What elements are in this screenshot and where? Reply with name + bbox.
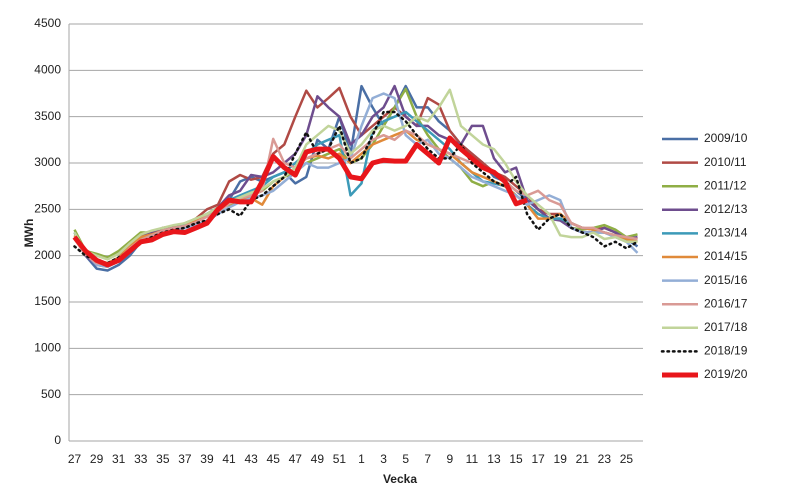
x-tick-label: 41 bbox=[222, 452, 236, 466]
series-line bbox=[72, 135, 528, 268]
y-tick-label: 500 bbox=[41, 387, 61, 401]
y-tick-label: 3000 bbox=[34, 155, 61, 169]
series-line bbox=[73, 110, 638, 267]
legend-label: 2009/10 bbox=[704, 131, 748, 145]
x-tick-label: 51 bbox=[333, 452, 347, 466]
x-tick-label: 13 bbox=[487, 452, 501, 466]
series-line bbox=[73, 129, 638, 267]
x-tick-label: 27 bbox=[68, 452, 82, 466]
legend-label: 2013/14 bbox=[704, 226, 748, 240]
x-tick-label: 45 bbox=[267, 452, 281, 466]
x-tick-label: 19 bbox=[554, 452, 568, 466]
legend-label: 2011/12 bbox=[704, 178, 747, 192]
legend-label: 2014/15 bbox=[704, 249, 748, 263]
legend-label: 2010/11 bbox=[704, 155, 747, 169]
y-tick-label: 3500 bbox=[34, 109, 61, 123]
x-tick-label: 33 bbox=[134, 452, 148, 466]
x-tick-label: 11 bbox=[466, 452, 479, 466]
x-tick-label: 43 bbox=[244, 452, 258, 466]
legend-label: 2019/20 bbox=[704, 367, 748, 381]
legend-label: 2017/18 bbox=[704, 320, 748, 334]
y-axis-title: MWh bbox=[22, 219, 36, 248]
x-tick-label: 25 bbox=[620, 452, 634, 466]
legend-label: 2015/16 bbox=[704, 273, 748, 287]
x-tick-label: 49 bbox=[311, 452, 325, 466]
x-tick-label: 9 bbox=[446, 452, 453, 466]
x-tick-label: 3 bbox=[380, 452, 387, 466]
legend-label: 2018/19 bbox=[704, 344, 748, 358]
x-tick-label: 47 bbox=[289, 452, 303, 466]
y-tick-label: 4000 bbox=[34, 63, 61, 77]
x-tick-label: 5 bbox=[402, 452, 409, 466]
x-axis-title: Vecka bbox=[383, 472, 417, 486]
x-tick-label: 23 bbox=[598, 452, 612, 466]
legend-label: 2012/13 bbox=[704, 202, 748, 216]
x-tick-label: 17 bbox=[531, 452, 545, 466]
y-tick-label: 1000 bbox=[34, 341, 61, 355]
x-tick-label: 15 bbox=[509, 452, 523, 466]
legend-label: 2016/17 bbox=[704, 296, 748, 310]
x-tick-label: 29 bbox=[90, 452, 104, 466]
x-tick-label: 1 bbox=[358, 452, 365, 466]
x-tick-label: 37 bbox=[178, 452, 192, 466]
y-tick-label: 4500 bbox=[34, 16, 61, 30]
x-tick-label: 21 bbox=[576, 452, 590, 466]
y-tick-label: 2500 bbox=[34, 202, 61, 216]
y-tick-label: 0 bbox=[54, 433, 61, 447]
series-line bbox=[73, 88, 638, 261]
series-line bbox=[73, 110, 639, 265]
y-tick-label: 2000 bbox=[34, 248, 61, 262]
x-tick-label: 39 bbox=[200, 452, 214, 466]
x-tick-label: 7 bbox=[424, 452, 431, 466]
y-tick-label: 1500 bbox=[34, 294, 61, 308]
x-tick-label: 35 bbox=[156, 452, 170, 466]
x-tick-label: 31 bbox=[112, 452, 126, 466]
